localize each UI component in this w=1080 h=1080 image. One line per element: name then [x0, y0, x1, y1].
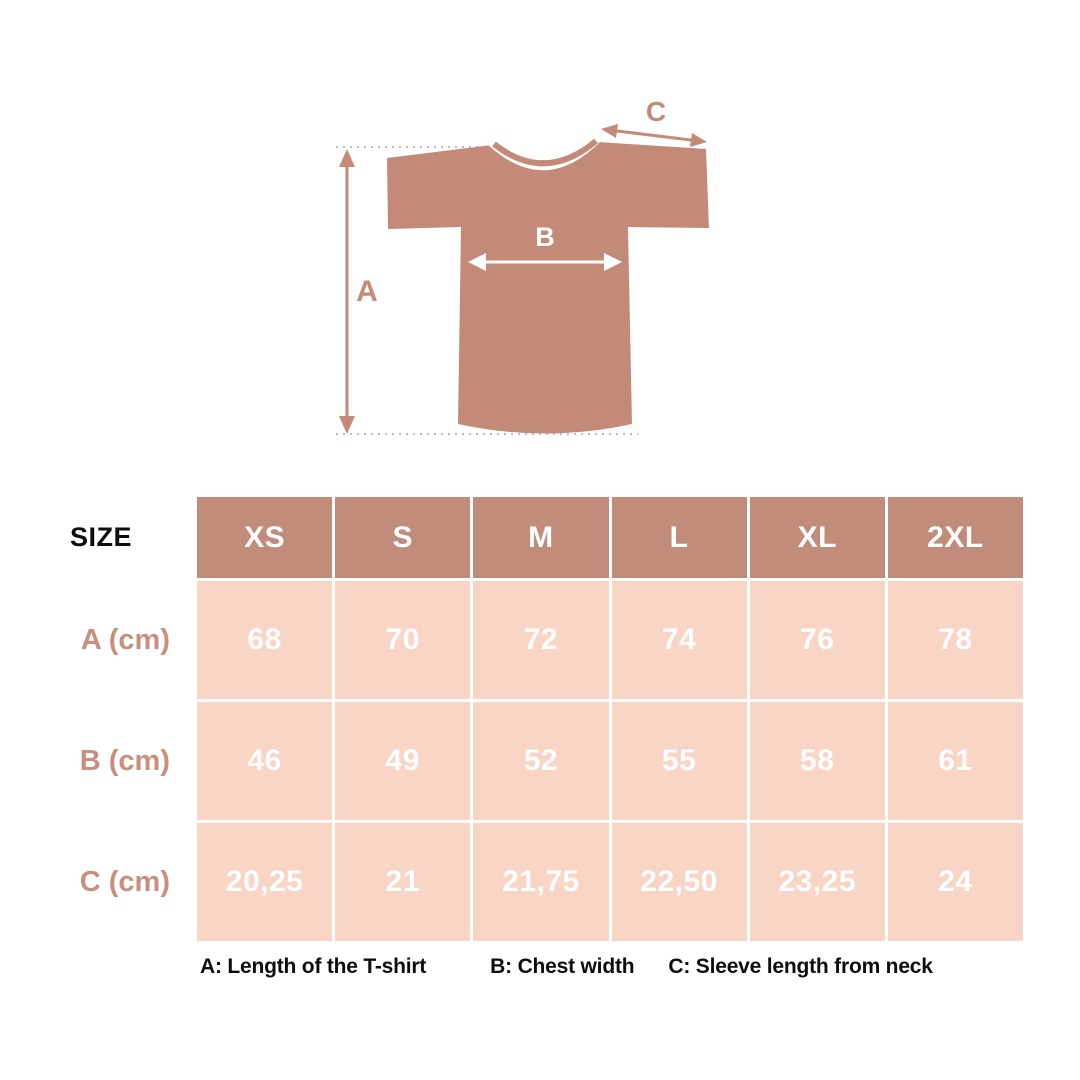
size-value-cell: 78	[887, 581, 1023, 699]
size-header-cell-l: L	[611, 497, 747, 578]
size-value-cell: 22,50	[611, 823, 747, 941]
tshirt-graphic	[387, 142, 709, 434]
size-value-cell: 72	[473, 581, 609, 699]
diagram-label-c: C	[646, 96, 666, 127]
size-header-cell-2xl: 2XL	[887, 497, 1023, 578]
size-value-cell: 76	[749, 581, 885, 699]
size-header-cell-xl: XL	[749, 497, 885, 578]
size-value-cell: 23,25	[749, 823, 885, 941]
size-value-cell: 68	[197, 581, 333, 699]
size-value-cell: 74	[611, 581, 747, 699]
size-value-cell: 49	[335, 702, 471, 820]
size-value-cell: 24	[887, 823, 1023, 941]
legend-item-b: B: Chest width	[490, 955, 635, 978]
size-chart-table: XS S M L XL 2XL 68 70 72 74 76 78 46 49 …	[197, 497, 1023, 941]
size-value-cell: 55	[611, 702, 747, 820]
legend-item-c: C: Sleeve length from neck	[668, 955, 933, 978]
size-value-cell: 61	[887, 702, 1023, 820]
diagram-label-b: B	[535, 222, 555, 252]
measurement-legend: A: Length of the T-shirt B: Chest width …	[200, 955, 1000, 979]
size-value-cell: 52	[473, 702, 609, 820]
size-value-cell: 46	[197, 702, 333, 820]
row-label-a: A (cm)	[80, 623, 170, 656]
row-label-b: B (cm)	[79, 744, 170, 777]
size-value-cell: 21	[335, 823, 471, 941]
row-label-c: C (cm)	[79, 865, 170, 898]
size-header-cell-xs: XS	[197, 497, 333, 578]
size-header-cell-s: S	[335, 497, 471, 578]
diagram-label-a: A	[356, 275, 378, 308]
length-arrow-a	[339, 149, 355, 434]
size-corner-label: SIZE	[70, 522, 133, 552]
legend-item-a: A: Length of the T-shirt	[200, 955, 427, 978]
tshirt-measurement-diagram: A B C	[336, 96, 709, 435]
size-value-cell: 70	[335, 581, 471, 699]
sleeve-arrow-c	[601, 124, 707, 147]
size-value-cell: 21,75	[473, 823, 609, 941]
chest-arrow-b	[468, 253, 622, 271]
collar-rib-line	[492, 138, 598, 167]
size-value-cell: 20,25	[197, 823, 333, 941]
size-header-cell-m: M	[473, 497, 609, 578]
size-value-cell: 58	[749, 702, 885, 820]
